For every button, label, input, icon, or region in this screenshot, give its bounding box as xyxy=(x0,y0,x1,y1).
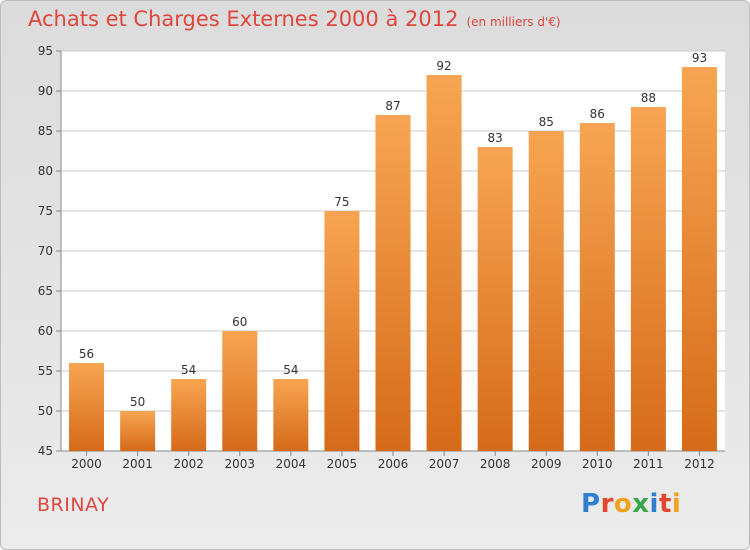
bar-2002 xyxy=(171,379,207,451)
proxiti-logo: Proxiti xyxy=(581,489,681,519)
value-label-2010: 86 xyxy=(590,107,605,121)
y-tick-label: 50 xyxy=(38,404,53,418)
x-tick-label-2011: 2011 xyxy=(633,457,664,471)
value-label-2006: 87 xyxy=(385,99,400,113)
bar-2007 xyxy=(426,75,462,451)
value-label-2000: 56 xyxy=(79,347,94,361)
chart-title: Achats et Charges Externes 2000 à 2012 (e… xyxy=(28,7,561,31)
x-tick-label-2007: 2007 xyxy=(429,457,460,471)
bar-2001 xyxy=(120,411,156,451)
x-tick-label-2010: 2010 xyxy=(582,457,613,471)
x-tick-label-2004: 2004 xyxy=(276,457,307,471)
value-label-2003: 60 xyxy=(232,315,247,329)
logo-letter: t xyxy=(658,489,672,519)
value-label-2001: 50 xyxy=(130,395,145,409)
commune-name: BRINAY xyxy=(37,494,110,516)
bar-2010 xyxy=(579,123,615,451)
bar-2004 xyxy=(273,379,309,451)
bar-layer xyxy=(69,67,717,451)
y-tick-label: 70 xyxy=(38,244,53,258)
logo-letter: o xyxy=(613,489,633,519)
value-label-2007: 92 xyxy=(436,59,451,73)
x-tick-label-2006: 2006 xyxy=(378,457,409,471)
x-tick-label-2003: 2003 xyxy=(224,457,255,471)
x-tick-label-2005: 2005 xyxy=(327,457,358,471)
value-label-2002: 54 xyxy=(181,363,196,377)
value-label-2009: 85 xyxy=(539,115,554,129)
label-layer: 56 50 54 60 54 75 87 92 83 85 86 88 93 xyxy=(79,51,707,409)
x-tick-label-2000: 2000 xyxy=(71,457,102,471)
logo-letter: x xyxy=(632,489,650,519)
bar-2000 xyxy=(69,363,105,451)
y-tick-label: 95 xyxy=(38,44,53,58)
value-label-2008: 83 xyxy=(488,131,503,145)
x-tick-label-2008: 2008 xyxy=(480,457,511,471)
bar-2012 xyxy=(681,67,717,451)
logo-letter: P xyxy=(581,489,601,519)
y-tick-label: 65 xyxy=(38,284,53,298)
x-tick-label-2001: 2001 xyxy=(122,457,153,471)
y-tick-label: 80 xyxy=(38,164,53,178)
value-label-2005: 75 xyxy=(334,195,349,209)
value-label-2004: 54 xyxy=(283,363,298,377)
logo-letter: r xyxy=(600,489,614,519)
value-label-2012: 93 xyxy=(692,51,707,65)
bar-2009 xyxy=(528,131,564,451)
bar-2003 xyxy=(222,331,258,451)
bar-2005 xyxy=(324,211,360,451)
y-tick-label: 60 xyxy=(38,324,53,338)
x-tick-label-2009: 2009 xyxy=(531,457,562,471)
y-tick-label: 45 xyxy=(38,444,53,458)
logo-letter: i xyxy=(649,489,659,519)
y-tick-label: 55 xyxy=(38,364,53,378)
chart-unit: (en milliers d'€) xyxy=(466,15,561,29)
bar-2006 xyxy=(375,115,411,451)
x-tick-label-2012: 2012 xyxy=(684,457,715,471)
y-tick-label: 85 xyxy=(38,124,53,138)
bar-2011 xyxy=(630,107,666,451)
logo-letter: i xyxy=(671,489,682,519)
value-label-2011: 88 xyxy=(641,91,656,105)
x-tick-label-2002: 2002 xyxy=(173,457,204,471)
y-tick-label: 90 xyxy=(38,84,53,98)
bar-2008 xyxy=(477,147,513,451)
y-tick-label: 75 xyxy=(38,204,53,218)
